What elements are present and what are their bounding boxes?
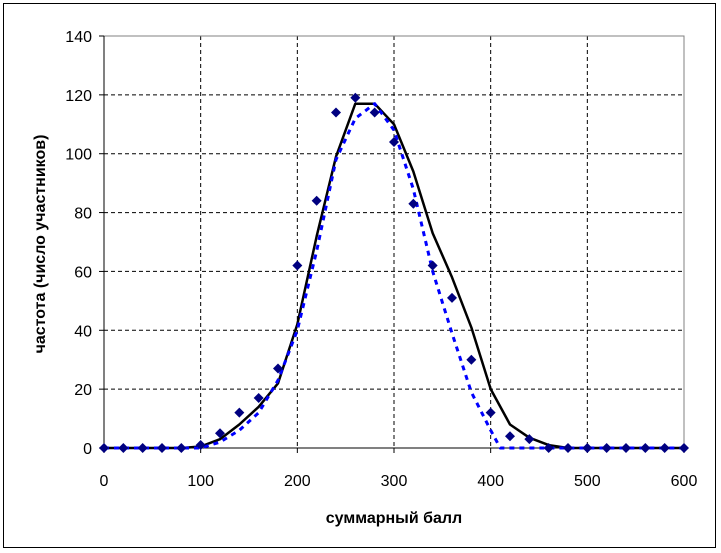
data-point-marker (408, 198, 419, 209)
y-tick-label: 40 (74, 323, 92, 340)
x-tick-label: 200 (284, 473, 311, 490)
data-point-marker (137, 443, 148, 453)
data-point-marker (505, 431, 515, 442)
y-tick-label: 140 (65, 29, 92, 46)
x-tick-label: 300 (381, 473, 408, 490)
data-point-marker (659, 443, 670, 453)
data-point-marker (485, 407, 496, 418)
x-tick-label: 600 (671, 473, 698, 490)
y-tick-label: 80 (74, 206, 92, 223)
data-point-marker (311, 195, 322, 206)
data-point-marker (292, 260, 303, 271)
data-point-marker (195, 440, 206, 451)
y-tick-label: 0 (83, 441, 92, 458)
data-point-marker (273, 363, 283, 374)
chart-frame (3, 3, 716, 548)
grid (104, 35, 685, 448)
data-point-marker (215, 428, 225, 439)
data-point-marker (679, 443, 689, 453)
y-tick-label: 120 (65, 88, 92, 105)
data-point-marker (563, 443, 573, 453)
y-tick-label: 60 (74, 264, 92, 281)
data-point-marker (621, 443, 631, 453)
data-point-marker (389, 136, 399, 147)
x-axis-title: суммарный балл (326, 510, 462, 527)
data-point-marker (369, 107, 380, 118)
data-point-marker (253, 392, 264, 403)
x-tick-labels: 0 100 200 300 400 500 600 (100, 473, 698, 490)
data-point-marker (640, 443, 651, 453)
y-axis-title: частота (число участников) (32, 135, 49, 354)
x-tick-label: 100 (187, 473, 214, 490)
data-point-marker (118, 443, 129, 453)
x-tick-label: 400 (477, 473, 504, 490)
y-tick-labels: 0 20 40 60 80 100 120 140 (65, 29, 92, 458)
data-point-marker (543, 443, 554, 453)
data-point-marker (234, 407, 245, 418)
data-point-marker (582, 443, 593, 453)
y-tick-label: 100 (65, 147, 92, 164)
data-point-marker (601, 443, 612, 453)
y-tick-label: 20 (74, 382, 92, 399)
data-point-marker (350, 92, 361, 103)
x-tick-label: 0 (100, 473, 109, 490)
data-point-marker (466, 354, 477, 365)
data-point-marker (99, 443, 109, 453)
x-tick-label: 500 (574, 473, 601, 490)
data-point-marker (331, 107, 341, 118)
data-point-marker (524, 434, 535, 445)
data-point-marker (157, 443, 167, 453)
data-point-marker (447, 292, 457, 303)
data-point-marker (427, 260, 438, 271)
axes (99, 35, 685, 453)
series-group (99, 92, 689, 453)
data-point-marker (176, 443, 187, 453)
